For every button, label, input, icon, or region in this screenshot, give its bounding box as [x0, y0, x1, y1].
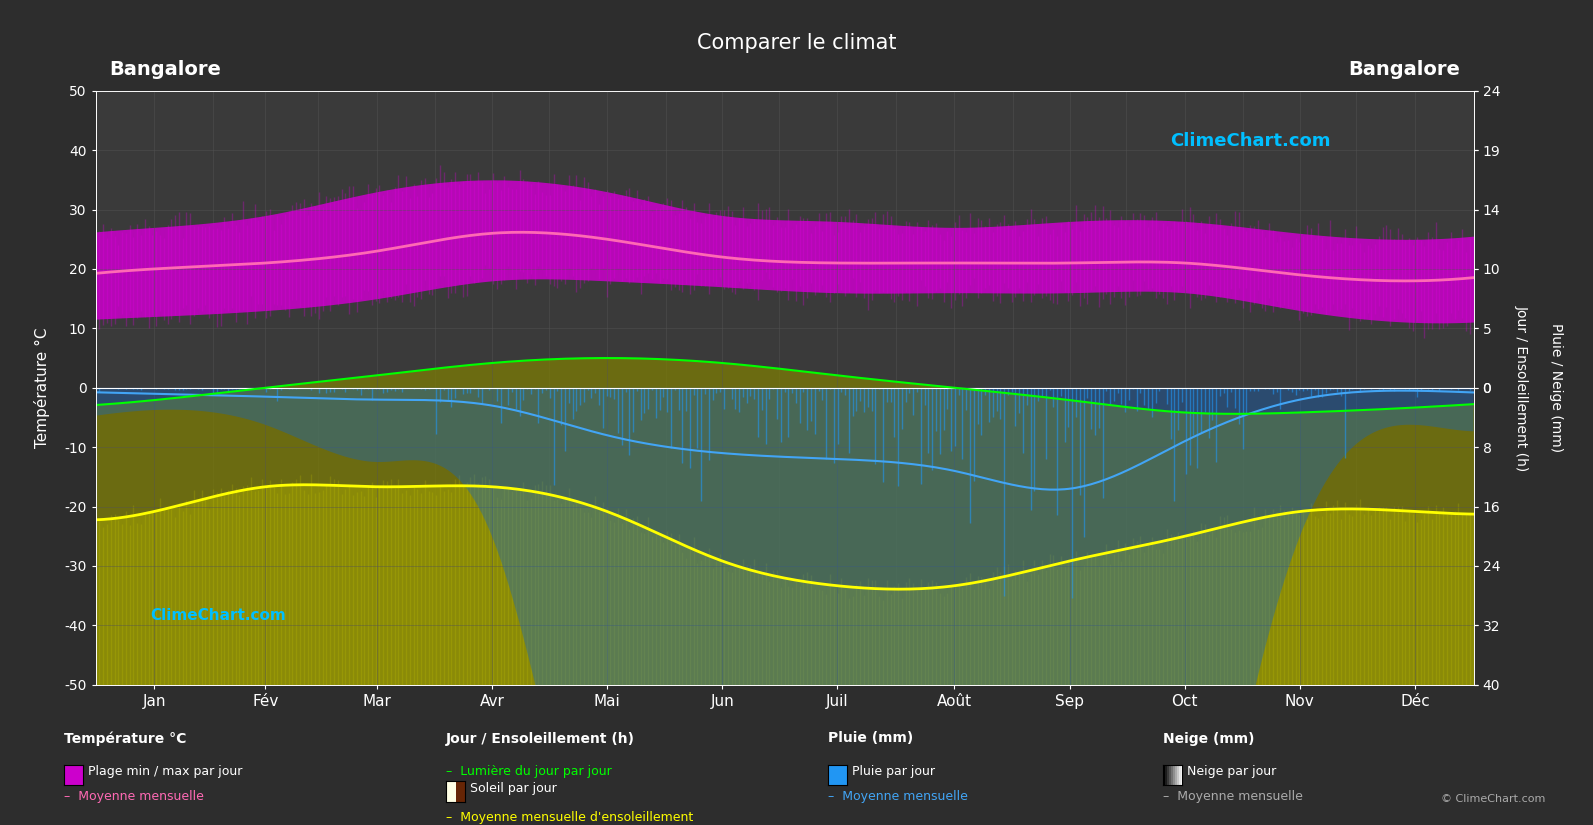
Y-axis label: Température °C: Température °C [33, 328, 49, 448]
Text: ClimeChart.com: ClimeChart.com [151, 607, 287, 623]
Text: Bangalore: Bangalore [1348, 60, 1459, 79]
Text: Bangalore: Bangalore [110, 60, 221, 79]
Text: –  Moyenne mensuelle d'ensoleillement: – Moyenne mensuelle d'ensoleillement [446, 811, 693, 824]
Text: Neige (mm): Neige (mm) [1163, 732, 1254, 746]
Text: –  Lumière du jour par jour: – Lumière du jour par jour [446, 766, 612, 779]
Text: Plage min / max par jour: Plage min / max par jour [88, 766, 242, 779]
Text: Soleil par jour: Soleil par jour [470, 782, 556, 795]
Text: Neige par jour: Neige par jour [1187, 766, 1276, 779]
Text: Pluie (mm): Pluie (mm) [828, 732, 914, 746]
Text: ClimeChart.com: ClimeChart.com [1171, 132, 1330, 150]
Y-axis label: Pluie / Neige (mm): Pluie / Neige (mm) [1548, 323, 1563, 452]
Y-axis label: Jour / Ensoleillement (h): Jour / Ensoleillement (h) [1515, 304, 1528, 471]
Text: © ClimeChart.com: © ClimeChart.com [1440, 794, 1545, 804]
Text: –  Moyenne mensuelle: – Moyenne mensuelle [1163, 790, 1303, 804]
Text: Comparer le climat: Comparer le climat [696, 33, 897, 53]
Text: Température °C: Température °C [64, 731, 186, 746]
Text: Pluie par jour: Pluie par jour [852, 766, 935, 779]
Text: –  Moyenne mensuelle: – Moyenne mensuelle [828, 790, 969, 804]
Text: –  Moyenne mensuelle: – Moyenne mensuelle [64, 790, 204, 804]
Text: Jour / Ensoleillement (h): Jour / Ensoleillement (h) [446, 732, 636, 746]
